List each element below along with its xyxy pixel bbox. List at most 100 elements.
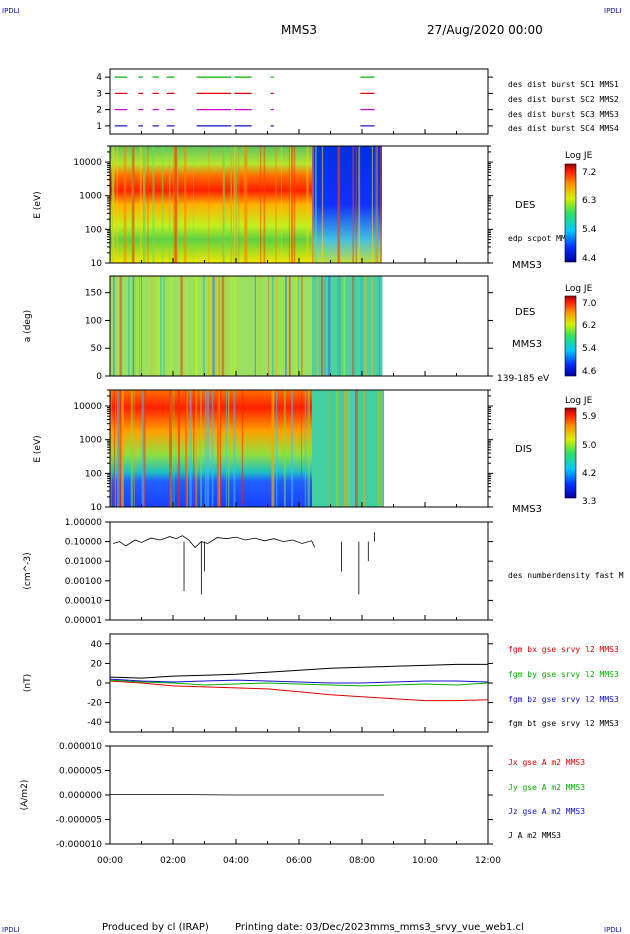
y-tick-label: 0.000010 <box>59 742 102 752</box>
panel-des-pitch-angle: 0 50 100 150 a (deg) DES MMS3 139-185 eV Lo… <box>23 275 597 384</box>
spectrogram-stripe <box>121 276 123 376</box>
spectrogram-stripe <box>337 146 341 263</box>
spectrogram-stripe <box>271 390 274 507</box>
spectrogram-stripe <box>189 390 192 507</box>
corner-tag-top-left: IPDLI <box>2 7 20 15</box>
spectrogram-stripe <box>275 146 277 263</box>
instrument-label: DIS <box>515 444 532 455</box>
spectrogram-stripe <box>222 146 226 263</box>
spectrogram-stripe <box>307 390 310 507</box>
spectrogram-stripe <box>259 146 262 263</box>
spectrogram-stripe <box>206 390 210 507</box>
spectrogram-stripe <box>217 276 220 376</box>
spectrogram-stripe <box>271 276 274 376</box>
spectrogram-stripe <box>344 390 346 507</box>
spectrogram-stripe <box>119 276 122 376</box>
spectrogram-stripe <box>185 390 187 507</box>
spectrogram-stripe <box>379 390 382 507</box>
spectrogram-stripe <box>355 390 358 507</box>
spectrogram-stripe <box>221 276 225 376</box>
spectrogram-stripe <box>180 276 183 376</box>
spectrogram-stripe <box>323 276 326 376</box>
spacecraft-label: MMS3 <box>512 504 542 515</box>
spectrogram-stripe <box>176 146 179 263</box>
spectrogram-stripe <box>113 390 116 507</box>
series-label-j: J A m2 MMS3 <box>508 831 561 840</box>
spectrogram-stripe <box>285 276 287 376</box>
series-label-jz: Jz gse A m2 MMS3 <box>508 807 585 816</box>
density-series-line <box>113 535 316 549</box>
energy-range-label: 139-185 eV <box>497 374 550 384</box>
spectrogram-stripe <box>204 390 207 507</box>
spectrogram-stripe <box>214 276 217 376</box>
spectrogram-stripe <box>288 276 291 376</box>
panel-dis-energy: 10 100 1000 10000 E (eV) DIS MMS3 Log JE 5.… <box>33 389 597 515</box>
spectrogram-stripe <box>187 390 189 507</box>
x-tick-label: 08:00 <box>349 856 375 866</box>
spacecraft-label: MMS3 <box>512 339 542 350</box>
spectrogram-stripe <box>339 276 341 376</box>
spectrogram-stripe <box>346 390 349 507</box>
y-axis-label: E (eV) <box>33 191 43 218</box>
spectrogram-stripe <box>139 146 142 263</box>
y-tick-label: -0.000005 <box>56 816 102 826</box>
spectrogram-stripe <box>194 276 198 376</box>
spectrogram-stripe <box>352 276 354 376</box>
y-tick-label: 0 <box>96 679 102 689</box>
y-tick-label: 1.00000 <box>65 518 102 528</box>
spectrogram-stripe <box>133 390 135 507</box>
spectrogram-stripe <box>150 276 153 376</box>
spacecraft-label: MMS3 <box>512 260 542 271</box>
spectrogram-stripe <box>200 390 202 507</box>
spectrogram-stripe <box>337 276 340 376</box>
colorbar-title: Log JE <box>565 284 593 294</box>
annotation-scpot: edp scpot MMS3 <box>508 234 576 243</box>
spectrogram-stripe <box>208 146 210 263</box>
spectrogram-stripe <box>295 276 299 376</box>
y-tick-label: -40 <box>87 718 102 728</box>
date-title: 27/Aug/2020 00:00 <box>427 23 543 37</box>
spectrogram-stripe <box>230 146 232 263</box>
spectrogram-stripe <box>177 390 181 507</box>
series-label-bz: fgm bz gse srvy l2 MMS3 <box>508 695 619 704</box>
y-tick-label: 1000 <box>79 192 102 202</box>
spectrogram-stripe <box>120 390 124 507</box>
spectrogram-stripe <box>132 146 134 263</box>
spectrogram-stripe <box>168 146 171 263</box>
spectrogram-stripe <box>169 390 172 507</box>
colorbar-tick: 7.2 <box>582 168 596 178</box>
series-label-jy: Jy gse A m2 MMS3 <box>508 783 585 792</box>
spectrogram-stripe <box>130 390 133 507</box>
y-axis-label: (A/m2) <box>20 780 30 811</box>
series-label-bt: fgm bt gse srvy l2 MMS3 <box>508 719 619 728</box>
spectrogram-stripe <box>193 390 195 507</box>
y-tick-label: 1000 <box>79 436 102 446</box>
spectrogram-stripe <box>115 390 116 507</box>
colorbar <box>564 407 577 499</box>
colorbar-tick: 3.3 <box>582 497 596 507</box>
legend-mms3: des dist burst SC3 MMS3 <box>508 110 619 119</box>
y-tick-label: 0.00010 <box>65 596 102 606</box>
spectrogram-stripe <box>301 390 302 507</box>
spectrogram-stripe <box>275 276 278 376</box>
spectrogram-stripe <box>207 276 211 376</box>
spectrogram-stripe <box>290 146 291 263</box>
y-axis-label: E (eV) <box>33 435 43 462</box>
field-series-line <box>109 663 488 679</box>
spectrogram-stripe <box>328 390 330 507</box>
x-tick-label: 06:00 <box>286 856 312 866</box>
spectrogram-stripe <box>281 146 282 263</box>
spectrogram-stripe <box>218 276 221 376</box>
spectrogram-stripe <box>227 390 230 507</box>
x-tick-label: 12:00 <box>475 856 501 866</box>
y-tick-label: 100 <box>85 316 102 326</box>
spectrogram-stripe <box>355 146 357 263</box>
spectrogram-stripe <box>117 390 120 507</box>
y-tick-label: 0.000000 <box>59 791 102 801</box>
footer-file: mms_mms3_srvy_vue_web1.cl <box>370 922 524 933</box>
colorbar-tick: 5.9 <box>582 412 597 422</box>
spectrogram-stripe <box>377 390 380 507</box>
series-label-by: fgm by gse srvy l2 MMS3 <box>508 670 619 679</box>
current-series-line <box>110 794 385 796</box>
spectrogram-stripe <box>142 146 146 263</box>
